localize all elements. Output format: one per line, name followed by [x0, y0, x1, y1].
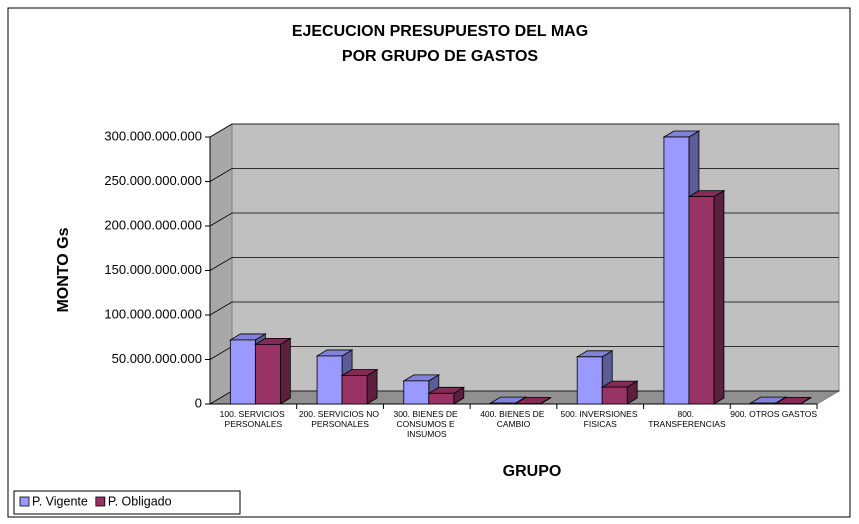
x-tick-label: 300. BIENES DE CONSUMOS E INSUMOS [393, 409, 460, 439]
x-tick-label: 400. BIENES DE CAMBIO [480, 409, 547, 429]
y-tick-label: 200.000.000.000 [104, 217, 202, 232]
y-tick-label: 50.000.000.000 [112, 351, 202, 366]
bar [688, 196, 715, 405]
x-tick-label: 100. SERVICIOS PERSONALES [220, 409, 287, 429]
legend-label: P. Obligado [108, 494, 172, 508]
bar [601, 386, 628, 405]
x-tick-label: 500. INVERSIONES FISICAS [561, 409, 640, 429]
x-tick-label: 900. OTROS GASTOS [730, 409, 817, 419]
y-tick-label: 250.000.000.000 [104, 173, 202, 188]
bar [750, 402, 777, 405]
y-axis-title: MONTO Gs [55, 227, 72, 312]
legend: P. Vigente P. Obligado [13, 490, 241, 515]
y-tick-label: 0 [195, 395, 202, 410]
legend-box [13, 490, 241, 515]
legend-swatch [19, 496, 30, 507]
grid-line [209, 257, 839, 271]
bar [576, 356, 603, 405]
bar [254, 343, 281, 405]
bar [403, 380, 430, 405]
grid-line [209, 168, 839, 182]
y-tick-label: 100.000.000.000 [104, 306, 202, 321]
legend-label: P. Vigente [32, 494, 88, 508]
bar [229, 339, 256, 405]
bar [341, 375, 368, 405]
bar-side [713, 189, 725, 405]
bar [428, 392, 455, 405]
x-tick-label: 800. TRANSFERENCIAS [648, 409, 726, 429]
grid-line [209, 301, 839, 316]
bar [316, 355, 343, 405]
grid-line [209, 212, 839, 227]
x-tick-label: 200. SERVICIOS NO PERSONALES [299, 409, 382, 429]
chart-title: EJECUCION PRESUPUESTO DEL MAG [292, 23, 588, 40]
bar [663, 136, 690, 405]
legend-swatch [95, 496, 106, 507]
chart-subtitle: POR GRUPO DE GASTOS [342, 48, 539, 65]
y-tick-label: 150.000.000.000 [104, 262, 202, 277]
bar-side [279, 337, 291, 405]
bar [490, 402, 516, 405]
y-tick-label: 300.000.000.000 [104, 128, 202, 143]
x-axis-title: GRUPO [503, 463, 562, 480]
grid-line [209, 123, 839, 138]
